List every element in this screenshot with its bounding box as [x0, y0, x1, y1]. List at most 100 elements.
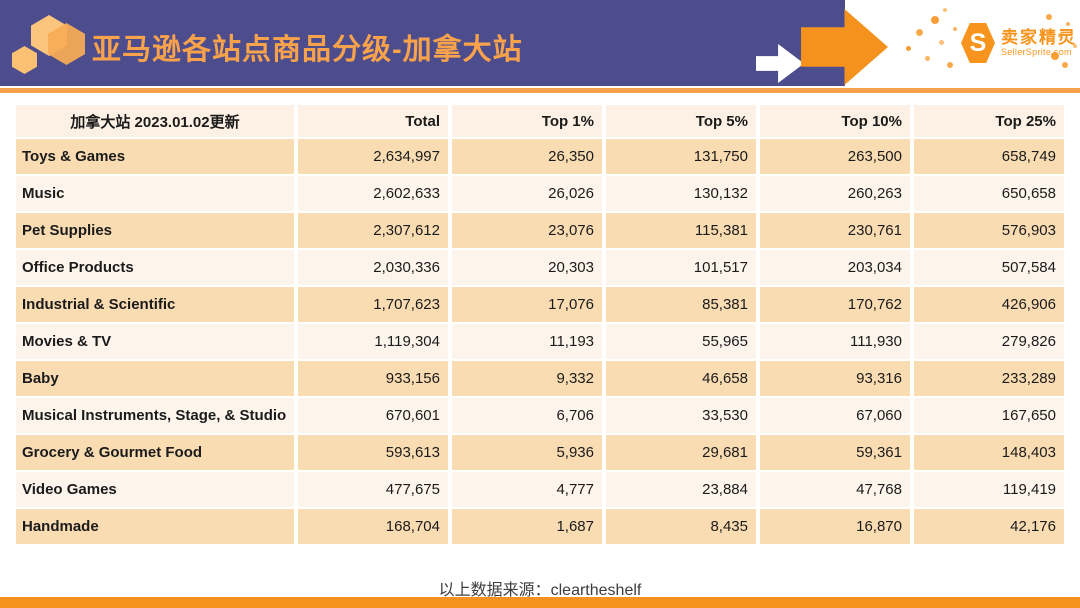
value-cell: 16,870 — [760, 509, 910, 544]
column-header: Top 25% — [914, 105, 1064, 137]
dot-icon — [953, 27, 957, 31]
value-cell: 2,307,612 — [298, 213, 448, 248]
table-row: Handmade 168,704 1,687 8,435 16,870 42,176 — [16, 509, 1064, 544]
category-cell: Grocery & Gourmet Food — [16, 435, 294, 470]
value-cell: 55,965 — [606, 324, 756, 359]
value-cell: 26,350 — [452, 139, 602, 174]
value-cell: 148,403 — [914, 435, 1064, 470]
value-cell: 670,601 — [298, 398, 448, 433]
value-cell: 115,381 — [606, 213, 756, 248]
dot-icon — [931, 16, 939, 24]
value-cell: 85,381 — [606, 287, 756, 322]
dot-icon — [1051, 52, 1059, 60]
table-body: Toys & Games 2,634,997 26,350 131,750 263,50… — [16, 139, 1064, 544]
value-cell: 130,132 — [606, 176, 756, 211]
column-header-site-update: 加拿大站 2023.01.02更新 — [16, 105, 294, 137]
value-cell: 42,176 — [914, 509, 1064, 544]
value-cell: 47,768 — [760, 472, 910, 507]
header-divider-line — [0, 88, 1080, 93]
hexagon-cluster-icon — [12, 46, 37, 74]
header-divider-gap — [0, 86, 1080, 88]
value-cell: 233,289 — [914, 361, 1064, 396]
brand-name-cn: 卖家精灵 — [1001, 27, 1077, 47]
category-cell: Musical Instruments, Stage, & Studio — [16, 398, 294, 433]
table-row: Music 2,602,633 26,026 130,132 260,263 650,65… — [16, 176, 1064, 211]
table-row: Movies & TV 1,119,304 11,193 55,965 111,930 2… — [16, 324, 1064, 359]
category-cell: Handmade — [16, 509, 294, 544]
value-cell: 9,332 — [452, 361, 602, 396]
value-cell: 1,707,623 — [298, 287, 448, 322]
value-cell: 101,517 — [606, 250, 756, 285]
dot-icon — [947, 62, 953, 68]
sellersprite-logo: S 卖家精灵 SellerSprite.com — [961, 23, 1077, 63]
column-header: Top 5% — [606, 105, 756, 137]
value-cell: 111,930 — [760, 324, 910, 359]
value-cell: 279,826 — [914, 324, 1064, 359]
value-cell: 2,634,997 — [298, 139, 448, 174]
category-cell: Baby — [16, 361, 294, 396]
dot-icon — [906, 46, 911, 51]
value-cell: 260,263 — [760, 176, 910, 211]
value-cell: 67,060 — [760, 398, 910, 433]
value-cell: 576,903 — [914, 213, 1064, 248]
value-cell: 119,419 — [914, 472, 1064, 507]
table-row: Grocery & Gourmet Food 593,613 5,936 29,681… — [16, 435, 1064, 470]
brand-domain: SellerSprite.com — [1001, 47, 1072, 58]
data-source-note: 以上数据来源：cleartheshelf — [438, 582, 642, 599]
value-cell: 2,030,336 — [298, 250, 448, 285]
dot-icon — [916, 29, 923, 36]
dot-icon — [1073, 44, 1077, 48]
category-cell: Movies & TV — [16, 324, 294, 359]
value-cell: 23,884 — [606, 472, 756, 507]
value-cell: 93,316 — [760, 361, 910, 396]
table-row: Toys & Games 2,634,997 26,350 131,750 263,50… — [16, 139, 1064, 174]
value-cell: 6,706 — [452, 398, 602, 433]
value-cell: 593,613 — [298, 435, 448, 470]
value-cell: 1,687 — [452, 509, 602, 544]
value-cell: 5,936 — [452, 435, 602, 470]
category-ranking-table: 加拿大站 2023.01.02更新 Total Top 1% Top 5% Top 10… — [12, 103, 1068, 546]
table-row: Pet Supplies 2,307,612 23,076 115,381 230,76… — [16, 213, 1064, 248]
sellersprite-hexagon-icon: S — [961, 23, 995, 63]
value-cell: 8,435 — [606, 509, 756, 544]
dot-icon — [1046, 14, 1052, 20]
dot-icon — [943, 8, 947, 12]
value-cell: 167,650 — [914, 398, 1064, 433]
value-cell: 230,761 — [760, 213, 910, 248]
value-cell: 59,361 — [760, 435, 910, 470]
dot-icon — [1066, 22, 1070, 26]
table-row: Video Games 477,675 4,777 23,884 47,768 119,4… — [16, 472, 1064, 507]
table-row: Industrial & Scientific 1,707,623 17,076 85… — [16, 287, 1064, 322]
category-cell: Industrial & Scientific — [16, 287, 294, 322]
dot-icon — [939, 40, 944, 45]
value-cell: 658,749 — [914, 139, 1064, 174]
value-cell: 4,777 — [452, 472, 602, 507]
value-cell: 1,119,304 — [298, 324, 448, 359]
value-cell: 2,602,633 — [298, 176, 448, 211]
category-cell: Music — [16, 176, 294, 211]
dot-icon — [1062, 62, 1068, 68]
table-row: Baby 933,156 9,332 46,658 93,316 233,289 — [16, 361, 1064, 396]
category-cell: Office Products — [16, 250, 294, 285]
value-cell: 46,658 — [606, 361, 756, 396]
value-cell: 650,658 — [914, 176, 1064, 211]
value-cell: 426,906 — [914, 287, 1064, 322]
table-row: Musical Instruments, Stage, & Studio 670,… — [16, 398, 1064, 433]
category-cell: Pet Supplies — [16, 213, 294, 248]
value-cell: 203,034 — [760, 250, 910, 285]
dot-icon — [1058, 33, 1063, 38]
value-cell: 507,584 — [914, 250, 1064, 285]
value-cell: 263,500 — [760, 139, 910, 174]
value-cell: 933,156 — [298, 361, 448, 396]
value-cell: 168,704 — [298, 509, 448, 544]
value-cell: 29,681 — [606, 435, 756, 470]
value-cell: 477,675 — [298, 472, 448, 507]
value-cell: 17,076 — [452, 287, 602, 322]
header-banner: 亚马逊各站点商品分级-加拿大站 S 卖家精灵 SellerSprite.com — [0, 0, 1080, 86]
column-header: Top 1% — [452, 105, 602, 137]
table-row: Office Products 2,030,336 20,303 101,517 203… — [16, 250, 1064, 285]
column-header: Top 10% — [760, 105, 910, 137]
value-cell: 33,530 — [606, 398, 756, 433]
value-cell: 131,750 — [606, 139, 756, 174]
dot-icon — [925, 56, 930, 61]
